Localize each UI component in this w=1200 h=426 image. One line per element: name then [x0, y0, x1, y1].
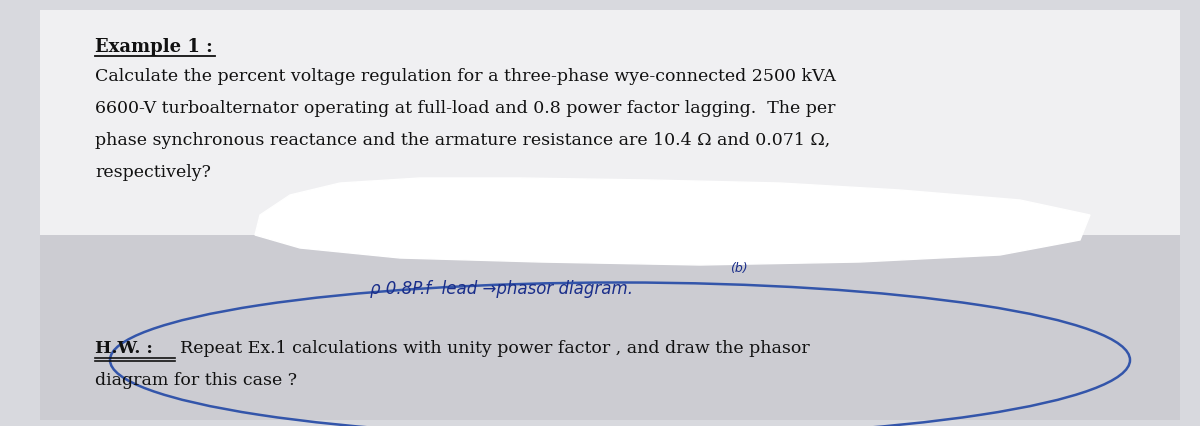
Text: H.W. :: H.W. : [95, 340, 152, 357]
Text: Example 1 :: Example 1 : [95, 38, 212, 56]
Bar [40, 235, 1180, 420]
Text: 6600-V turboalternator operating at full-load and 0.8 power factor lagging.  The: 6600-V turboalternator operating at full… [95, 100, 835, 117]
Text: ρ 0.8P.f  lead →phasor diagram.: ρ 0.8P.f lead →phasor diagram. [370, 280, 634, 298]
Bar [40, 10, 1180, 250]
Polygon shape [256, 178, 1090, 265]
Text: Repeat Ex.1 calculations with unity power factor , and draw the phasor: Repeat Ex.1 calculations with unity powe… [180, 340, 810, 357]
Text: diagram for this case ?: diagram for this case ? [95, 372, 298, 389]
Text: (b): (b) [730, 262, 748, 275]
Text: phase synchronous reactance and the armature resistance are 10.4 Ω and 0.071 Ω,: phase synchronous reactance and the arma… [95, 132, 830, 149]
Text: Calculate the percent voltage regulation for a three-phase wye-connected 2500 kV: Calculate the percent voltage regulation… [95, 68, 836, 85]
Text: respectively?: respectively? [95, 164, 211, 181]
